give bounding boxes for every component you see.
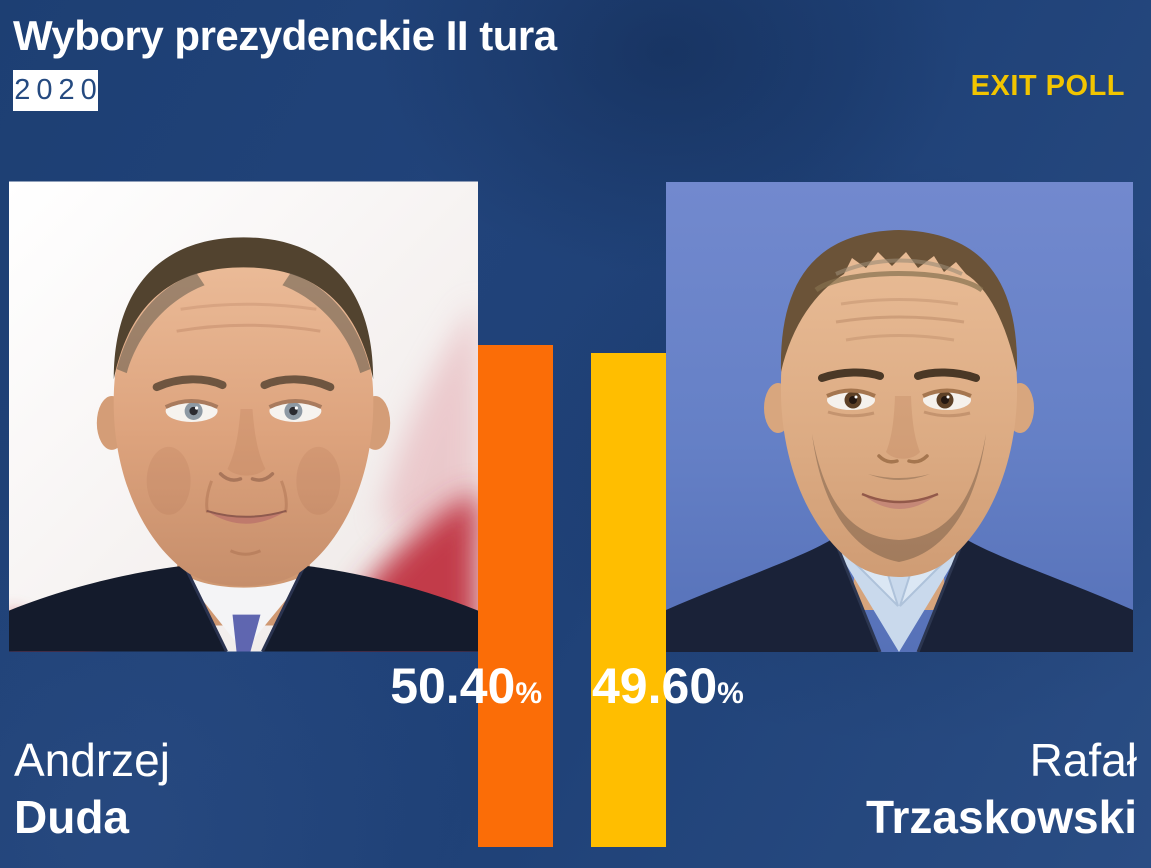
candidate-photo-duda (9, 181, 478, 652)
year-label: 2020 (14, 74, 103, 106)
result-percent-trzaskowski: 49.60% (592, 658, 744, 714)
exit-poll-badge: EXIT POLL (970, 70, 1125, 102)
candidate-name-trzaskowski: Rafał Trzaskowski (865, 734, 1137, 843)
result-percent-duda: 50.40% (390, 658, 542, 714)
page-title: Wybory prezydenckie II tura (13, 12, 557, 59)
percent-sign: % (515, 677, 542, 710)
candidate-name-duda: Andrzej Duda (14, 734, 170, 843)
result-bar-duda (478, 345, 553, 847)
result-bar-trzaskowski (591, 353, 666, 847)
percent-sign: % (717, 677, 744, 710)
candidate-photo-trzaskowski (666, 182, 1133, 652)
year-box: 2020 (13, 70, 98, 111)
